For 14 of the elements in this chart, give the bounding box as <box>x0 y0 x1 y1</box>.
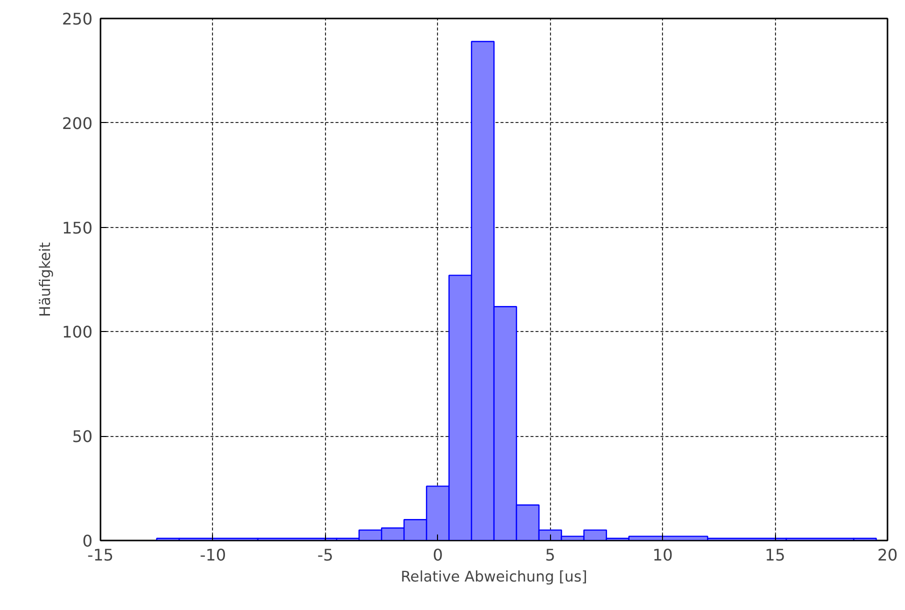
y-axis-title: Häufigkeit <box>36 242 54 317</box>
y-tick-label: 100 <box>62 322 93 342</box>
x-tick-label: -5 <box>317 546 334 564</box>
y-tick-label: 50 <box>72 427 92 446</box>
x-tick-label: 10 <box>652 546 673 564</box>
x-axis-title: Relative Abweichung [us] <box>400 568 588 586</box>
x-tick-label: -10 <box>200 546 226 564</box>
x-tick-label: 20 <box>877 546 898 564</box>
x-tick-label: 5 <box>545 546 556 564</box>
x-tick-label: 0 <box>432 546 443 564</box>
y-tick-label: 250 <box>62 10 93 28</box>
x-tick-label: 15 <box>764 546 786 564</box>
y-tick-label: 200 <box>62 114 93 133</box>
y-tick-label: 150 <box>62 218 93 238</box>
